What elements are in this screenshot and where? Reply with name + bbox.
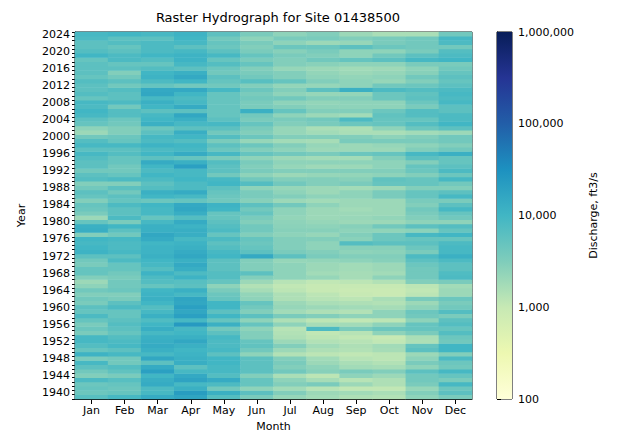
svg-text:Jan: Jan [82, 404, 100, 417]
svg-text:Jun: Jun [247, 404, 265, 417]
svg-text:2024: 2024 [42, 28, 70, 41]
svg-text:Nov: Nov [412, 404, 434, 417]
svg-text:100: 100 [518, 393, 539, 406]
svg-text:1,000,000: 1,000,000 [518, 26, 574, 39]
svg-text:1980: 1980 [42, 215, 70, 228]
svg-text:2000: 2000 [42, 130, 70, 143]
svg-text:1,000: 1,000 [518, 301, 550, 314]
svg-text:Oct: Oct [380, 404, 400, 417]
svg-text:Raster Hydrograph for Site 014: Raster Hydrograph for Site 01438500 [156, 10, 400, 25]
svg-text:Jul: Jul [282, 404, 296, 417]
svg-text:Feb: Feb [115, 404, 134, 417]
svg-text:1996: 1996 [42, 147, 70, 160]
svg-text:Year: Year [15, 203, 28, 228]
svg-text:2016: 2016 [42, 62, 70, 75]
svg-text:1940: 1940 [42, 386, 70, 399]
svg-text:2008: 2008 [42, 96, 70, 109]
svg-text:1972: 1972 [42, 250, 70, 263]
svg-text:Month: Month [256, 420, 291, 433]
svg-text:2004: 2004 [42, 113, 70, 126]
svg-text:Mar: Mar [147, 404, 168, 417]
svg-text:1952: 1952 [42, 335, 70, 348]
svg-text:10,000: 10,000 [518, 209, 557, 222]
svg-text:Discharge, ft3/s: Discharge, ft3/s [587, 172, 600, 259]
svg-text:Dec: Dec [445, 404, 466, 417]
svg-text:1964: 1964 [42, 284, 70, 297]
svg-text:May: May [213, 404, 236, 417]
svg-text:1992: 1992 [42, 164, 70, 177]
svg-text:1956: 1956 [42, 318, 70, 331]
svg-text:1948: 1948 [42, 352, 70, 365]
svg-text:2020: 2020 [42, 45, 70, 58]
svg-text:1960: 1960 [42, 301, 70, 314]
svg-text:1944: 1944 [42, 369, 70, 382]
svg-text:1976: 1976 [42, 232, 70, 245]
svg-text:1968: 1968 [42, 267, 70, 280]
svg-text:1984: 1984 [42, 198, 70, 211]
svg-text:2012: 2012 [42, 79, 70, 92]
svg-text:Sep: Sep [346, 404, 367, 417]
svg-text:1988: 1988 [42, 181, 70, 194]
svg-text:Aug: Aug [312, 404, 333, 417]
svg-text:Apr: Apr [181, 404, 201, 417]
svg-text:100,000: 100,000 [518, 117, 564, 130]
